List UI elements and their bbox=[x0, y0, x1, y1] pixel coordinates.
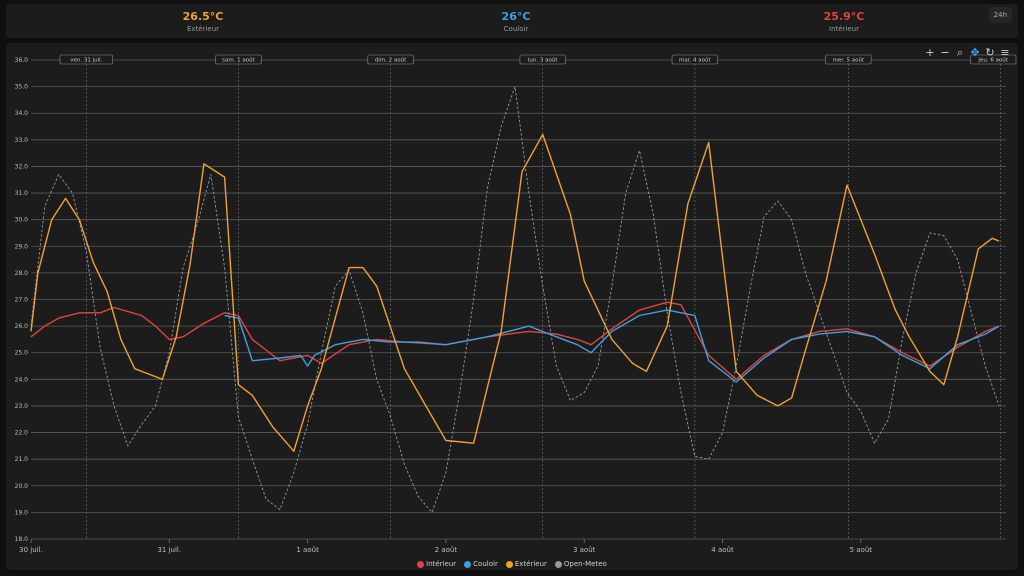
annotation-box bbox=[59, 54, 114, 65]
y-tick-label: 19.0 bbox=[15, 509, 29, 516]
pan-icon[interactable]: ✥ bbox=[970, 46, 980, 59]
stat-couloir-value: 26°C bbox=[501, 10, 531, 23]
legend-item[interactable]: Extérieur bbox=[505, 560, 547, 568]
legend-item[interactable]: Open-Meteo bbox=[554, 560, 607, 568]
stat-exterieur-value: 26.5°C bbox=[182, 10, 224, 23]
y-tick-label: 33.0 bbox=[15, 137, 29, 144]
legend-label: Open-Meteo bbox=[563, 560, 607, 568]
y-tick-label: 32.0 bbox=[15, 163, 29, 170]
annotation-label: ven. 31 juil. bbox=[70, 58, 102, 64]
x-tick-label: 31 juil. bbox=[157, 546, 181, 554]
legend-marker-icon bbox=[417, 560, 425, 568]
legend-item[interactable]: Intérieur bbox=[417, 560, 456, 568]
x-tick-label: 5 août bbox=[850, 546, 873, 554]
y-tick-label: 20.0 bbox=[15, 483, 29, 490]
reset-icon[interactable]: ↻ bbox=[985, 46, 995, 59]
y-tick-label: 35.0 bbox=[15, 84, 29, 91]
stat-exterieur: 26.5°C Extérieur bbox=[103, 10, 303, 33]
legend-marker-icon bbox=[464, 560, 472, 568]
y-tick-label: 29.0 bbox=[15, 243, 29, 250]
y-tick-label: 23.0 bbox=[15, 403, 29, 410]
y-tick-label: 22.0 bbox=[15, 430, 29, 437]
zoom-in-icon[interactable]: + bbox=[925, 46, 935, 59]
legend-label: Intérieur bbox=[426, 560, 457, 568]
series-line-couloir bbox=[224, 309, 1000, 383]
chart-legend: Intérieur Couloir Extérieur Open-Meteo bbox=[6, 560, 1018, 568]
zoom-select-icon[interactable]: ⌕ bbox=[956, 46, 964, 59]
legend-item[interactable]: Couloir bbox=[464, 560, 498, 568]
x-tick-label: 4 août bbox=[711, 546, 734, 554]
annotation-box bbox=[519, 54, 566, 65]
annotation-box bbox=[671, 54, 718, 65]
chart-svg[interactable]: 18.0 19.0 20.0 21.0 22.0 23.0 24.0 25.0 26.0 27.0… bbox=[6, 43, 1018, 570]
annotation-label: lun. 3 août bbox=[528, 57, 558, 64]
zoom-out-icon[interactable]: − bbox=[940, 46, 950, 59]
series-line-extérieur bbox=[30, 133, 1000, 452]
annotation-box bbox=[825, 54, 872, 65]
series-line-open-meteo bbox=[30, 86, 1000, 513]
annotation-box bbox=[215, 54, 262, 65]
legend-marker-icon bbox=[505, 560, 513, 568]
stat-couloir: 26°C Couloir bbox=[416, 10, 616, 33]
series-line-intérieur bbox=[30, 301, 1000, 380]
y-tick-label: 27.0 bbox=[15, 297, 29, 304]
x-tick-label: 3 août bbox=[573, 546, 596, 554]
annotation-label: mar. 4 août bbox=[679, 57, 711, 64]
y-tick-label: 26.0 bbox=[15, 323, 29, 330]
stat-exterieur-label: Extérieur bbox=[186, 25, 220, 33]
stat-interieur-label: Intérieur bbox=[829, 25, 859, 33]
chart-toolbar: + − ⌕ ✥ ↻ ≡ bbox=[923, 46, 1012, 60]
menu-icon[interactable]: ≡ bbox=[1000, 46, 1010, 59]
annotation-label: dim. 2 août bbox=[375, 57, 407, 64]
y-tick-label: 24.0 bbox=[15, 376, 29, 383]
y-tick-label: 28.0 bbox=[15, 270, 29, 277]
legend-label: Extérieur bbox=[514, 560, 547, 568]
y-tick-label: 34.0 bbox=[15, 110, 29, 117]
y-tick-label: 18.0 bbox=[15, 536, 29, 543]
y-tick-label: 36.0 bbox=[15, 57, 29, 64]
legend-marker-icon bbox=[554, 560, 562, 568]
summary-header: 26.5°C Extérieur 26°C Couloir 25.9°C Int… bbox=[6, 4, 1018, 38]
annotation-box bbox=[970, 54, 1017, 65]
annotation-label: jeu. 6 août bbox=[977, 57, 1008, 64]
legend-label: Couloir bbox=[473, 560, 498, 568]
y-tick-label: 21.0 bbox=[15, 456, 29, 463]
y-tick-label: 25.0 bbox=[15, 350, 29, 357]
y-tick-label: 30.0 bbox=[15, 217, 29, 224]
annotation-label: sam. 1 août bbox=[222, 57, 256, 64]
temperature-chart: 18.0 19.0 20.0 21.0 22.0 23.0 24.0 25.0 26.0 27.0… bbox=[6, 43, 1018, 570]
annotation-label: mer. 5 août bbox=[833, 57, 865, 64]
y-tick-label: 31.0 bbox=[15, 190, 29, 197]
x-tick-label: 30 juil. bbox=[19, 546, 43, 554]
x-tick-label: 2 août bbox=[435, 546, 458, 554]
range-24h-button[interactable]: 24h bbox=[988, 7, 1012, 23]
stat-interieur: 25.9°C Intérieur bbox=[744, 10, 944, 33]
annotation-box bbox=[367, 54, 414, 65]
x-tick-label: 1 août bbox=[296, 546, 319, 554]
stat-couloir-label: Couloir bbox=[503, 25, 529, 33]
stat-interieur-value: 25.9°C bbox=[823, 10, 865, 23]
